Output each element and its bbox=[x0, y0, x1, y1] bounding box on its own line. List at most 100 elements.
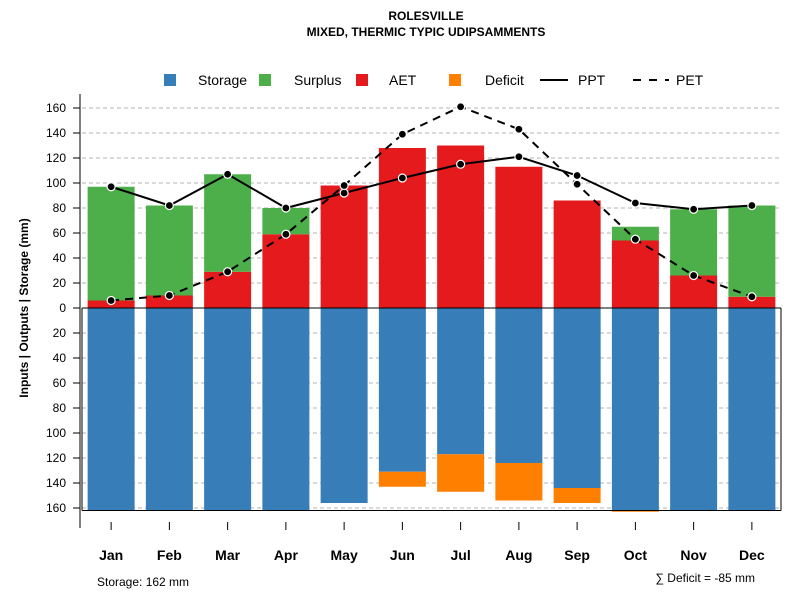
ppt-line bbox=[110, 155, 752, 211]
pet-point-jun bbox=[397, 129, 407, 139]
ppt-point-oct bbox=[630, 198, 640, 208]
pet-point-mar bbox=[223, 267, 233, 277]
x-tick-label-jun: Jun bbox=[390, 547, 415, 563]
pet-point-feb bbox=[164, 290, 174, 301]
storage-bar-dec bbox=[728, 308, 776, 511]
pet-point-aug bbox=[514, 124, 524, 134]
axes-layer: 160 140 120 100 80 60 40 20 0 20 40 60 80 100 120 140 16… bbox=[46, 94, 782, 563]
y-tick-label: 40 bbox=[53, 351, 67, 365]
ppt-point-jun bbox=[397, 173, 407, 183]
ppt-point-may bbox=[339, 188, 349, 198]
y-tick-label: 140 bbox=[46, 476, 66, 490]
x-tick-label-jul: Jul bbox=[451, 547, 471, 563]
x-tick-label-nov: Nov bbox=[680, 547, 707, 563]
y-tick-label: 120 bbox=[46, 451, 66, 465]
legend-label-aet: AET bbox=[389, 72, 417, 88]
ppt-point-dec bbox=[747, 200, 757, 211]
y-tick-label: 100 bbox=[46, 426, 66, 440]
surplus-bar-oct bbox=[611, 226, 659, 241]
ppt-point-mar bbox=[223, 169, 233, 179]
legend-label-pet: PET bbox=[676, 72, 704, 88]
deficit-bar-sep bbox=[553, 488, 601, 503]
legend: Storage Surplus AET Deficit PPT PET bbox=[164, 72, 704, 88]
aet-bar-may bbox=[320, 185, 368, 308]
grid-lines bbox=[82, 107, 781, 509]
y-tick-label: 80 bbox=[53, 401, 67, 415]
legend-swatch-surplus bbox=[259, 74, 271, 86]
y-tick-label: 20 bbox=[53, 276, 67, 290]
chart-title: ROLESVILLE bbox=[388, 9, 463, 23]
aet-bar-sep bbox=[553, 200, 601, 308]
surplus-bar-feb bbox=[145, 205, 193, 296]
legend-label-storage: Storage bbox=[198, 72, 247, 88]
ppt-point-sep bbox=[572, 170, 582, 181]
storage-bar-jun bbox=[378, 308, 426, 472]
surplus-bar-dec bbox=[728, 205, 776, 297]
legend-swatch-deficit bbox=[449, 74, 461, 86]
storage-bar-nov bbox=[670, 308, 718, 511]
x-tick-label-feb: Feb bbox=[157, 547, 182, 563]
y-tick-label: 100 bbox=[46, 176, 66, 190]
aet-bar-mar bbox=[204, 271, 252, 308]
deficit-annotation: ∑ Deficit = -85 mm bbox=[655, 571, 755, 585]
x-tick-label-aug: Aug bbox=[505, 547, 532, 563]
aet-bar-apr bbox=[262, 234, 310, 308]
storage-bar-mar bbox=[204, 308, 252, 511]
y-tick-label: 40 bbox=[53, 251, 67, 265]
storage-bar-may bbox=[320, 308, 368, 503]
y-tick-label: 140 bbox=[46, 126, 66, 140]
storage-bar-feb bbox=[145, 308, 193, 511]
legend-label-surplus: Surplus bbox=[294, 72, 341, 88]
chart-subtitle: MIXED, THERMIC TYPIC UDIPSAMMENTS bbox=[307, 25, 546, 39]
y-tick-label: 160 bbox=[46, 501, 66, 515]
pet-point-jul bbox=[456, 102, 466, 112]
pet-point-oct bbox=[630, 234, 640, 244]
y-tick-label: 0 bbox=[59, 301, 66, 315]
storage-bar-apr bbox=[262, 308, 310, 511]
storage-annotation: Storage: 162 mm bbox=[97, 575, 189, 589]
ppt-point-aug bbox=[514, 152, 524, 162]
legend-label-deficit: Deficit bbox=[485, 72, 524, 88]
x-tick-label-may: May bbox=[331, 547, 358, 563]
x-tick-label-dec: Dec bbox=[739, 547, 765, 563]
ppt-point-feb bbox=[164, 200, 174, 211]
y-tick-label: 60 bbox=[53, 376, 67, 390]
storage-bar-jan bbox=[87, 308, 135, 511]
y-tick-label: 20 bbox=[53, 326, 67, 340]
deficit-bar-jun bbox=[378, 471, 426, 487]
aet-bar-jul bbox=[437, 145, 485, 308]
pet-point-jan bbox=[106, 295, 116, 306]
storage-bar-aug bbox=[495, 308, 543, 463]
aet-bar-jun bbox=[378, 148, 426, 308]
ppt-point-apr bbox=[281, 203, 291, 213]
pet-point-sep bbox=[572, 179, 582, 189]
aet-bar-feb bbox=[145, 295, 193, 308]
deficit-bar-jul bbox=[437, 454, 485, 492]
storage-bar-jul bbox=[437, 308, 485, 455]
pet-point-apr bbox=[281, 229, 291, 239]
x-tick-label-jan: Jan bbox=[99, 547, 123, 563]
bars-layer bbox=[87, 145, 776, 512]
legend-swatch-aet bbox=[356, 74, 368, 86]
legend-swatch-storage bbox=[164, 74, 176, 86]
ppt-point-jan bbox=[106, 182, 116, 192]
pet-point-dec bbox=[747, 292, 757, 302]
surplus-bar-jan bbox=[87, 186, 135, 301]
aet-bar-nov bbox=[670, 275, 718, 308]
pet-point-nov bbox=[689, 270, 699, 281]
lines-layer bbox=[106, 102, 757, 306]
x-tick-label-mar: Mar bbox=[215, 547, 240, 563]
deficit-bar-oct bbox=[611, 510, 659, 512]
y-tick-label: 160 bbox=[46, 101, 66, 115]
storage-bar-oct bbox=[611, 308, 659, 511]
aet-bar-dec bbox=[728, 296, 776, 308]
y-tick-label: 80 bbox=[53, 201, 67, 215]
y-tick-label: 120 bbox=[46, 151, 66, 165]
pet-point-may bbox=[339, 180, 349, 191]
aet-bar-aug bbox=[495, 166, 543, 308]
storage-bar-sep bbox=[553, 308, 601, 488]
x-tick-label-apr: Apr bbox=[274, 547, 299, 563]
x-tick-label-sep: Sep bbox=[564, 547, 590, 563]
